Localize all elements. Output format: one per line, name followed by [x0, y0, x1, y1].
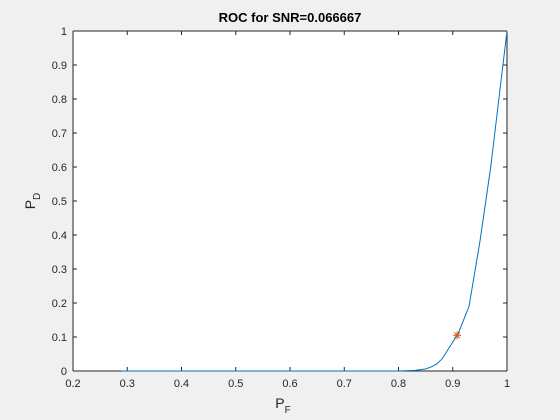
y-axis-ticks: 0 0.1 0.2 0.3 0.4 0.5 0.6 0.7 0.8 0.9 1: [52, 26, 507, 378]
x-axis-label-subscript: F: [285, 405, 291, 416]
y-tick-label: 0.2: [52, 298, 67, 310]
y-tick-label: 0.3: [52, 264, 67, 276]
y-tick-label: 0.5: [52, 196, 67, 208]
y-tick-label: 0.7: [52, 128, 67, 140]
plot-area: [73, 31, 507, 371]
y-axis-label: PD: [22, 193, 43, 210]
y-axis-label-main: P: [22, 200, 38, 209]
x-axis-label-main: P: [275, 395, 284, 411]
y-tick-label: 0.9: [52, 60, 67, 72]
roc-curve-line: [121, 30, 508, 372]
marker-layer: [453, 331, 462, 340]
x-tick-label: 0.2: [65, 378, 80, 390]
x-tick-label: 0.7: [337, 378, 352, 390]
y-tick-label: 0.1: [52, 332, 67, 344]
y-tick-label: 0.6: [52, 162, 67, 174]
x-tick-label: 0.8: [391, 378, 406, 390]
y-tick-label: 0: [61, 366, 67, 378]
y-axis-label-subscript: D: [32, 193, 43, 200]
operating-point-marker: [453, 331, 462, 340]
series-layer: [121, 30, 508, 372]
x-axis-label: PF: [275, 395, 290, 416]
x-tick-label: 1: [504, 378, 510, 390]
chart-title: ROC for SNR=0.066667: [219, 10, 362, 25]
x-tick-label: 0.9: [445, 378, 460, 390]
y-tick-label: 1: [61, 26, 67, 38]
x-tick-label: 0.4: [174, 378, 189, 390]
x-tick-label: 0.3: [120, 378, 135, 390]
x-tick-label: 0.5: [228, 378, 243, 390]
x-axis-ticks: 0.2 0.3 0.4 0.5 0.6 0.7 0.8 0.9 1: [65, 31, 510, 390]
y-tick-label: 0.4: [52, 230, 67, 242]
y-tick-label: 0.8: [52, 94, 67, 106]
x-tick-label: 0.6: [282, 378, 297, 390]
